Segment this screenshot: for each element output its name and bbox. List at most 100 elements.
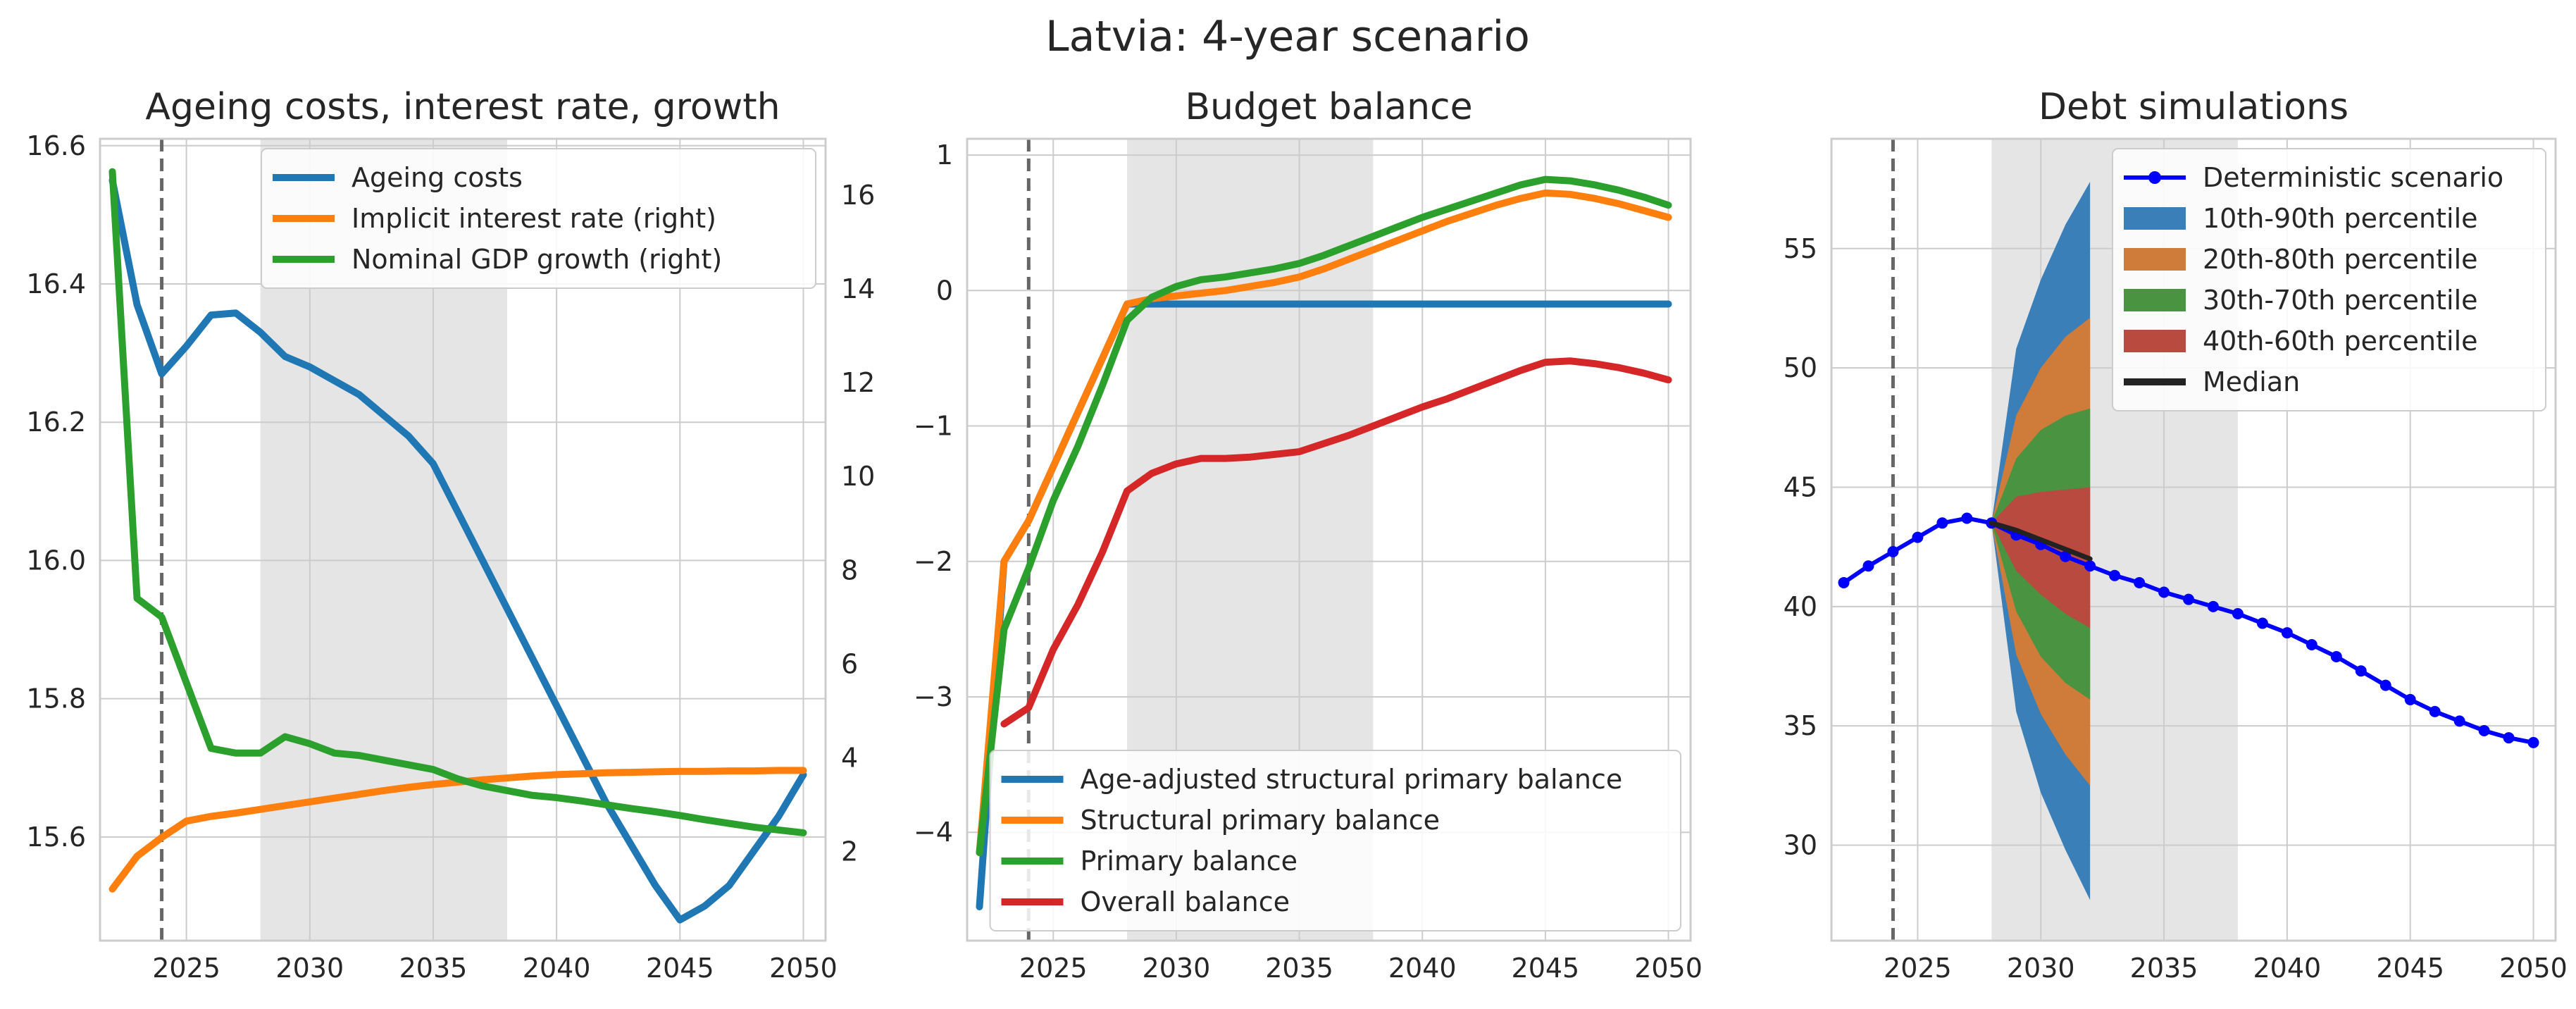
legend-box (2112, 148, 2546, 411)
y2-tick-label: 6 (841, 648, 858, 679)
series-point (2503, 732, 2515, 744)
x-tick-label: 2050 (1634, 953, 1703, 984)
legend-swatch (2124, 330, 2186, 352)
series-point (2232, 607, 2244, 619)
legend-label: Primary balance (1081, 846, 1298, 877)
legend-label: Structural primary balance (1081, 805, 1441, 836)
series-point (2306, 639, 2317, 651)
series-point (2478, 724, 2490, 736)
series-point (2207, 600, 2219, 612)
series-line-3 (976, 175, 1672, 857)
y-tick-label: 16.4 (26, 268, 86, 299)
y2-tick-label: 10 (841, 461, 875, 492)
series-point (1912, 531, 1924, 543)
y-tick-label: 35 (1784, 710, 1817, 741)
series-point (2134, 576, 2146, 588)
x-tick-label: 2035 (2130, 953, 2198, 984)
legend-swatch (2124, 289, 2186, 311)
chart-panel-1: 2025 2030 2035 2040 2045 2050 15.6 15.8 16.0 16.2… (26, 86, 875, 984)
chart-panel-3: 2025 2030 2035 2040 2045 2050 30 35 40 45 50 55 Debt… (1784, 86, 2568, 984)
x-tick-label: 2040 (523, 953, 591, 984)
y-tick-label: 15.6 (26, 822, 86, 853)
legend-swatch (2124, 248, 2186, 271)
legend-label: Implicit interest rate (right) (351, 203, 716, 234)
legend: Age-adjusted structural primary balance S… (989, 750, 1681, 931)
legend-label: 10th-90th percentile (2203, 203, 2478, 234)
x-tick-label: 2040 (1388, 953, 1457, 984)
x-tick-label: 2025 (152, 953, 220, 984)
y-tick-label: −4 (914, 817, 953, 848)
plot-frame (966, 137, 1692, 942)
series-line-3 (108, 168, 807, 836)
x-tick-label: 2030 (1143, 953, 1211, 984)
x-tick-label: 2045 (2376, 953, 2444, 984)
legend-label: Ageing costs (351, 162, 523, 193)
series-point (2281, 627, 2293, 639)
legend-label: Deterministic scenario (2203, 162, 2503, 193)
x-tick-label: 2050 (2499, 953, 2568, 984)
legend-label: Median (2203, 366, 2300, 397)
legend-box (989, 750, 1681, 931)
series-point (2330, 650, 2342, 662)
series-line-2 (1989, 520, 2093, 562)
chart-panel-2: 2025 2030 2035 2040 2045 2050 −4 −3 −2 −1 0 1 Budget… (914, 86, 1703, 984)
x-tick-label: 2045 (1512, 953, 1580, 984)
y-tick-label: −1 (914, 411, 953, 442)
y2-tick-label: 14 (841, 273, 875, 304)
series-point (2256, 617, 2268, 629)
fan-band-4 (1991, 487, 2091, 629)
y2-tick-label: 8 (841, 555, 858, 586)
legend-marker (2148, 171, 2161, 184)
y-tick-label: 55 (1784, 233, 1817, 264)
x-tick-label: 2050 (769, 953, 838, 984)
plot-frame (1830, 137, 2557, 942)
y2-tick-label: 2 (841, 836, 858, 867)
y-tick-label: −2 (914, 546, 953, 577)
series-point (2355, 665, 2367, 677)
legend: Deterministic scenario 10th-90th percenti… (2112, 148, 2546, 411)
panel-title: Budget balance (1185, 86, 1472, 128)
x-tick-label: 2035 (399, 953, 468, 984)
legend-label: 20th-80th percentile (2203, 244, 2478, 275)
y-tick-label: 45 (1784, 471, 1817, 502)
legend-label: Nominal GDP growth (right) (351, 244, 722, 275)
y-tick-label: 16.6 (26, 130, 86, 161)
x-tick-label: 2030 (275, 953, 344, 984)
y2-tick-label: 4 (841, 742, 858, 773)
x-tick-label: 2025 (1884, 953, 1952, 984)
series-point (1838, 576, 1850, 588)
figure-title: Latvia: 4-year scenario (1045, 12, 1530, 61)
legend-label: Age-adjusted structural primary balance (1081, 764, 1623, 795)
legend-label: Overall balance (1081, 886, 1290, 917)
x-tick-label: 2045 (646, 953, 714, 984)
y-tick-label: 16.0 (26, 545, 86, 576)
x-tick-label: 2035 (1265, 953, 1333, 984)
series-point (2183, 593, 2195, 605)
series-line-1 (108, 176, 807, 924)
legend: Ageing costs Implicit interest rate (righ… (261, 148, 816, 289)
plot-frame (99, 137, 827, 942)
series-point (1936, 517, 1948, 529)
series-line-4 (1000, 357, 1672, 728)
x-tick-label: 2025 (1019, 953, 1088, 984)
x-tick-label: 2040 (2253, 953, 2322, 984)
panel-title: Debt simulations (2039, 86, 2348, 128)
y-tick-label: 30 (1784, 830, 1817, 861)
legend-box (261, 148, 816, 289)
y-tick-label: 0 (936, 275, 953, 306)
series-point (2084, 560, 2096, 572)
series-point (1862, 560, 1874, 572)
series-point (1961, 512, 1973, 524)
y-tick-label: 50 (1784, 352, 1817, 383)
legend-label: 30th-70th percentile (2203, 285, 2478, 316)
y2-tick-label: 16 (841, 180, 875, 211)
y-tick-label: −3 (914, 681, 953, 712)
x-tick-label: 2030 (2007, 953, 2075, 984)
y-tick-label: 40 (1784, 591, 1817, 622)
series-point (1887, 545, 1899, 557)
panel-title: Ageing costs, interest rate, growth (145, 86, 780, 128)
series-point (2109, 569, 2121, 581)
y-tick-label: 16.2 (26, 407, 86, 438)
legend-swatch (2124, 207, 2186, 230)
